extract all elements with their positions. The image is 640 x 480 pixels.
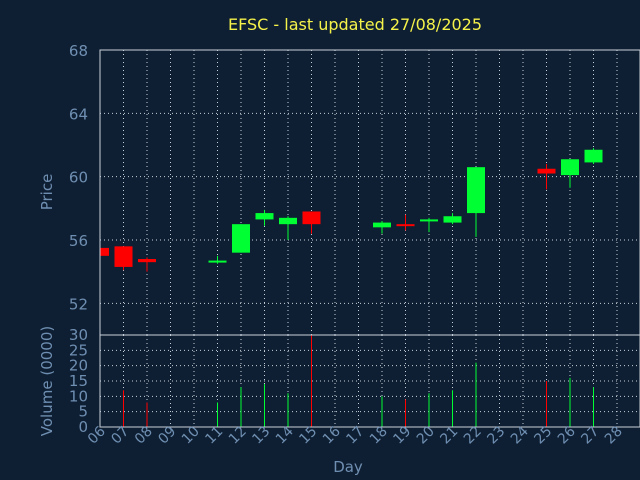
candle-body	[396, 224, 415, 227]
volume-tick-label: 30	[69, 326, 88, 344]
candle-body	[373, 222, 391, 228]
candle-body	[255, 213, 274, 220]
volume-bars	[123, 335, 594, 427]
volume-tick-label: 10	[69, 387, 88, 405]
candle-body	[561, 159, 579, 176]
candle-body	[100, 247, 109, 256]
price-tick-label: 56	[69, 232, 88, 250]
price-tick-label: 64	[69, 105, 88, 123]
candle-body	[302, 211, 321, 225]
candle-body	[584, 149, 603, 163]
volume-tick-label: 20	[69, 357, 88, 375]
price-y-ticks: 52 56 60 64 68	[69, 42, 88, 313]
candle-body	[208, 260, 227, 263]
price-axis-label: Price	[38, 174, 56, 211]
candle-body	[279, 217, 297, 225]
candle-body	[138, 259, 156, 263]
volume-tick-label: 15	[69, 372, 88, 390]
candle-body	[232, 224, 250, 253]
volume-tick-label: 5	[78, 403, 88, 421]
volume-tick-label: 0	[78, 418, 88, 436]
candle-body	[537, 168, 556, 174]
x-ticks: 06 07 08 09 10 11 12 13 14 15 16 17 18 19 20 21 22 23 24 25…	[85, 423, 626, 447]
price-panel-frame	[99, 49, 640, 336]
volume-panel-frame	[99, 334, 640, 428]
price-grid	[100, 50, 640, 335]
price-tick-label: 60	[69, 169, 88, 187]
chart-title: EFSC - last updated 27/08/2025	[228, 15, 482, 34]
volume-tick-label: 25	[69, 341, 88, 359]
volume-grid	[100, 335, 640, 427]
candles	[99, 148, 603, 272]
candle-body	[443, 216, 462, 223]
candle-body	[420, 219, 438, 222]
candle-body	[114, 246, 133, 267]
volume-axis-label: Volume (0000)	[38, 326, 56, 436]
candle-body	[467, 167, 485, 214]
price-tick-label: 68	[69, 42, 88, 60]
price-tick-label: 52	[69, 295, 88, 313]
x-axis-label: Day	[333, 458, 363, 476]
